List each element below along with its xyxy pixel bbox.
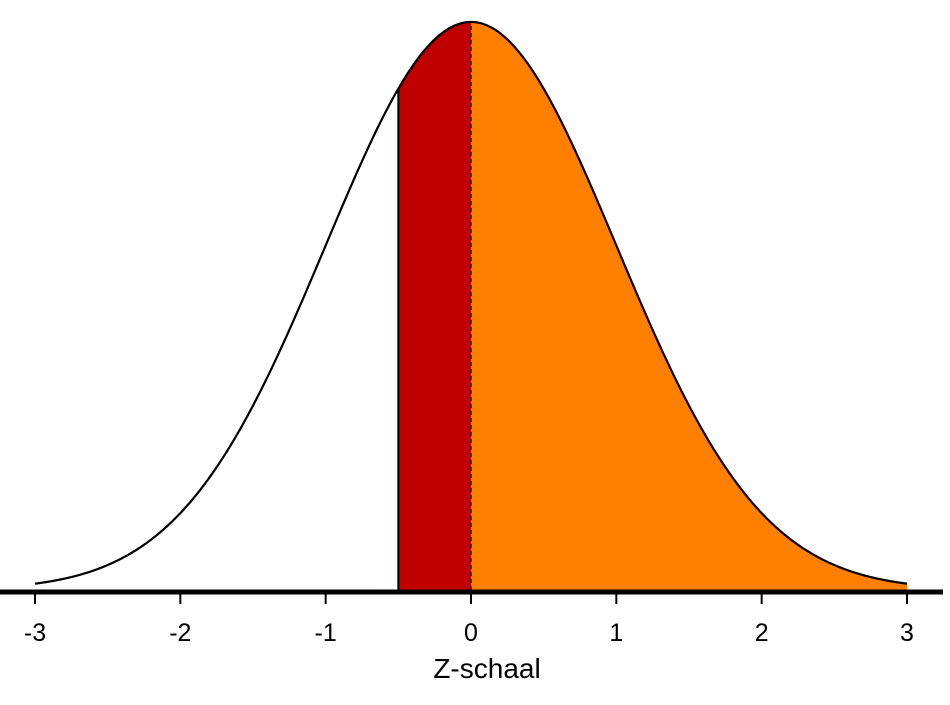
x-tick-label: -1 [315, 619, 337, 647]
x-tick-label: 3 [900, 619, 914, 647]
x-axis-title: Z-schaal [433, 653, 540, 684]
x-tick-label: 1 [609, 619, 623, 647]
normal-curve [34, 20, 908, 585]
x-tick-label: -2 [169, 619, 191, 647]
x-axis-ticks: -3 -2 -1 0 1 2 3 [24, 592, 914, 647]
x-tick-label: 2 [755, 619, 769, 647]
x-tick-label: 0 [464, 619, 478, 647]
region-zero-to-three [471, 21, 907, 590]
x-tick-label: -3 [24, 619, 46, 647]
shaded-regions [398, 21, 907, 590]
reference-lines [397, 21, 472, 590]
region-neg-half-to-zero [398, 21, 471, 590]
